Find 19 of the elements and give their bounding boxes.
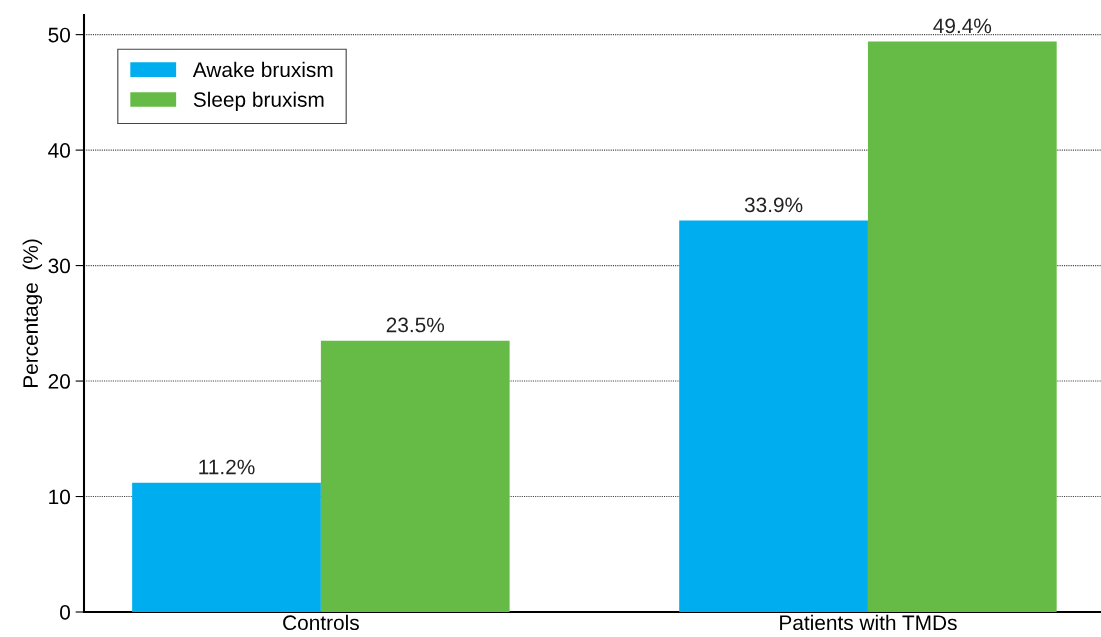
y-tick-label: 20 — [48, 374, 70, 389]
y-tick-label: 40 — [48, 143, 70, 158]
y-tick-label: 10 — [49, 489, 70, 505]
data-label: 33.9% — [744, 197, 803, 213]
x-tick-label: Controls — [283, 614, 359, 631]
x-tick-label: Patients with TMDs — [780, 614, 957, 631]
bar — [132, 482, 321, 612]
y-tick-label: 0 — [60, 605, 70, 620]
bar — [867, 41, 1057, 612]
legend-label: Sleep bruxism — [193, 91, 324, 112]
data-label: 23.5% — [386, 317, 445, 333]
y-axis-title: Percentage (%) — [22, 239, 43, 388]
data-label: 49.4% — [933, 18, 992, 34]
legend-label: Awake bruxism — [192, 61, 333, 78]
y-tick-label: 50 — [48, 27, 70, 43]
bar — [679, 220, 868, 612]
data-label: 11.2% — [199, 459, 255, 475]
bar — [320, 340, 510, 612]
y-tick-label: 30 — [48, 258, 70, 274]
